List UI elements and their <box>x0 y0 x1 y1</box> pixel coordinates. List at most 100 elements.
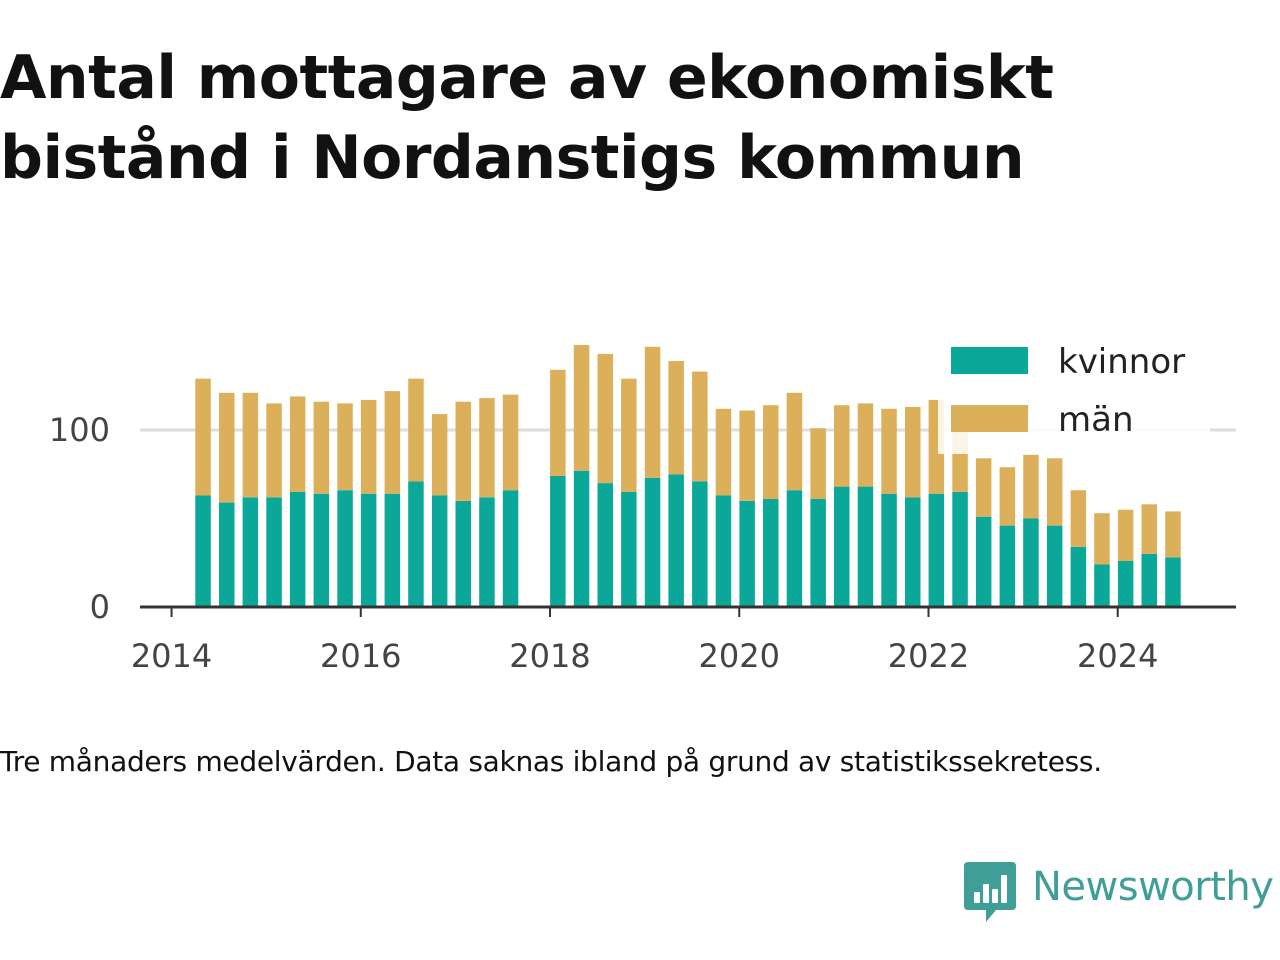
legend-swatch-kvinnor <box>951 347 1028 374</box>
bar-kvinnor-2019-02 <box>644 477 661 607</box>
bar-mxn-2020-11 <box>810 428 826 499</box>
bar-mxn-2016-11 <box>431 414 448 496</box>
bar-kvinnor-2020-11 <box>810 499 826 607</box>
bar-mxn-2023-08 <box>1070 490 1087 547</box>
bar-mxn-2023-02 <box>1023 454 1039 519</box>
bar-kvinnor-2018-05 <box>573 470 590 607</box>
bar-kvinnor-2014-08 <box>219 502 235 607</box>
x-tick-label-2014: 2014 <box>131 637 212 675</box>
bar-kvinnor-2020-05 <box>763 499 779 607</box>
bar-mxn-2022-11 <box>999 467 1016 526</box>
bar-kvinnor-2019-05 <box>668 474 684 608</box>
x-tick-label-2016: 2016 <box>320 637 401 675</box>
bar-mxn-2020-05 <box>763 405 779 499</box>
bar-kvinnor-2022-08 <box>975 516 992 607</box>
bar-kvinnor-2016-08 <box>408 481 424 607</box>
bar-kvinnor-2018-02 <box>550 476 566 607</box>
x-tick-label-2022: 2022 <box>888 637 969 675</box>
bar-kvinnor-2018-08 <box>597 483 613 607</box>
bar-mxn-2019-05 <box>668 361 684 475</box>
bar-kvinnor-2020-08 <box>786 490 803 607</box>
stacked-bar-chart: 0 100 2014 2016 2018 2020 2022 2024 kvinnor män <box>49 342 1236 675</box>
bar-mxn-2019-02 <box>644 346 661 478</box>
bar-kvinnor-2016-02 <box>360 493 377 607</box>
bar-kvinnor-2018-11 <box>621 491 637 607</box>
legend-label-kvinnor: kvinnor <box>1058 342 1185 382</box>
bar-mxn-2015-08 <box>313 401 330 494</box>
x-tick-label-2020: 2020 <box>699 637 780 675</box>
axes-group: 0 100 2014 2016 2018 2020 2022 2024 <box>49 411 1236 675</box>
x-tick-label-2018: 2018 <box>509 637 590 675</box>
bar-mxn-2016-05 <box>384 391 401 494</box>
y-tick-label-0: 0 <box>90 588 110 626</box>
bar-kvinnor-2017-05 <box>479 497 495 607</box>
bar-mxn-2015-02 <box>266 403 282 498</box>
chart-caption: Tre månaders medelvärden. Data saknas ib… <box>0 745 1102 778</box>
bar-kvinnor-2024-05 <box>1141 553 1157 607</box>
bar-kvinnor-2023-11 <box>1094 564 1110 607</box>
bar-mxn-2020-02 <box>739 410 755 501</box>
bar-mxn-2017-05 <box>479 398 495 498</box>
bar-kvinnor-2022-11 <box>999 525 1016 607</box>
legend-swatch-mxn <box>951 405 1028 432</box>
bar-kvinnor-2016-05 <box>384 493 401 607</box>
bar-kvinnor-2023-02 <box>1023 518 1039 607</box>
bar-kvinnor-2014-11 <box>242 497 259 607</box>
chat-bar-chart-icon <box>964 862 1016 922</box>
brand-name: Newsworthy <box>1032 864 1274 910</box>
bar-kvinnor-2024-02 <box>1117 561 1134 607</box>
bar-kvinnor-2014-05 <box>195 495 211 607</box>
bar-mxn-2022-08 <box>975 458 992 517</box>
bar-mxn-2023-05 <box>1046 458 1063 526</box>
bar-mxn-2019-11 <box>715 408 732 496</box>
bar-mxn-2021-08 <box>881 408 897 494</box>
bar-kvinnor-2021-11 <box>905 497 921 607</box>
bar-mxn-2014-11 <box>242 392 259 498</box>
bar-kvinnor-2015-08 <box>313 493 330 607</box>
bar-kvinnor-2015-05 <box>289 491 306 607</box>
bars-group <box>195 345 1181 608</box>
bar-mxn-2023-11 <box>1094 513 1110 565</box>
x-tick-label-2024: 2024 <box>1077 637 1158 675</box>
y-tick-label-100: 100 <box>49 411 110 449</box>
bar-mxn-2019-08 <box>692 371 708 482</box>
bar-kvinnor-2019-11 <box>715 495 732 607</box>
bar-kvinnor-2020-02 <box>739 500 755 607</box>
bar-kvinnor-2016-11 <box>431 495 448 607</box>
bar-kvinnor-2017-02 <box>455 500 471 607</box>
bar-kvinnor-2019-08 <box>692 481 708 607</box>
bar-kvinnor-2021-05 <box>857 486 874 607</box>
bar-mxn-2024-05 <box>1141 504 1157 554</box>
bar-mxn-2017-08 <box>502 394 519 491</box>
bar-kvinnor-2023-05 <box>1046 525 1063 607</box>
bar-kvinnor-2015-02 <box>266 497 282 607</box>
bar-mxn-2017-02 <box>455 401 471 501</box>
bar-mxn-2016-02 <box>360 399 377 494</box>
bar-mxn-2014-08 <box>219 392 235 503</box>
bar-mxn-2015-11 <box>337 403 353 491</box>
bar-mxn-2018-05 <box>573 345 590 471</box>
chart-title-line-1: Antal mottagare av ekonomiskt <box>0 43 1054 113</box>
bar-kvinnor-2023-08 <box>1070 546 1087 607</box>
bar-mxn-2021-05 <box>857 403 874 487</box>
bar-mxn-2021-02 <box>834 405 850 487</box>
bar-mxn-2016-08 <box>408 378 424 482</box>
bar-kvinnor-2024-08 <box>1165 557 1181 607</box>
brand-logo: Newsworthy <box>964 862 1274 926</box>
legend-label-mxn: män <box>1058 400 1134 440</box>
bar-mxn-2020-08 <box>786 392 803 491</box>
bar-kvinnor-2017-08 <box>502 490 519 607</box>
chart-title-line-2: bistånd i Nordanstigs kommun <box>0 123 1025 193</box>
bar-mxn-2018-02 <box>550 369 566 476</box>
bar-kvinnor-2022-05 <box>952 491 968 607</box>
bar-mxn-2018-11 <box>621 378 637 492</box>
chart-title: Antal mottagare av ekonomiskt bistånd i … <box>0 38 1260 198</box>
bar-kvinnor-2015-11 <box>337 490 353 607</box>
bar-mxn-2018-08 <box>597 353 613 484</box>
bar-mxn-2014-05 <box>195 378 211 496</box>
bar-mxn-2021-11 <box>905 407 921 498</box>
bar-mxn-2024-08 <box>1165 511 1181 558</box>
legend: kvinnor män <box>938 342 1210 454</box>
bar-kvinnor-2021-02 <box>834 486 850 607</box>
bar-kvinnor-2021-08 <box>881 493 897 607</box>
